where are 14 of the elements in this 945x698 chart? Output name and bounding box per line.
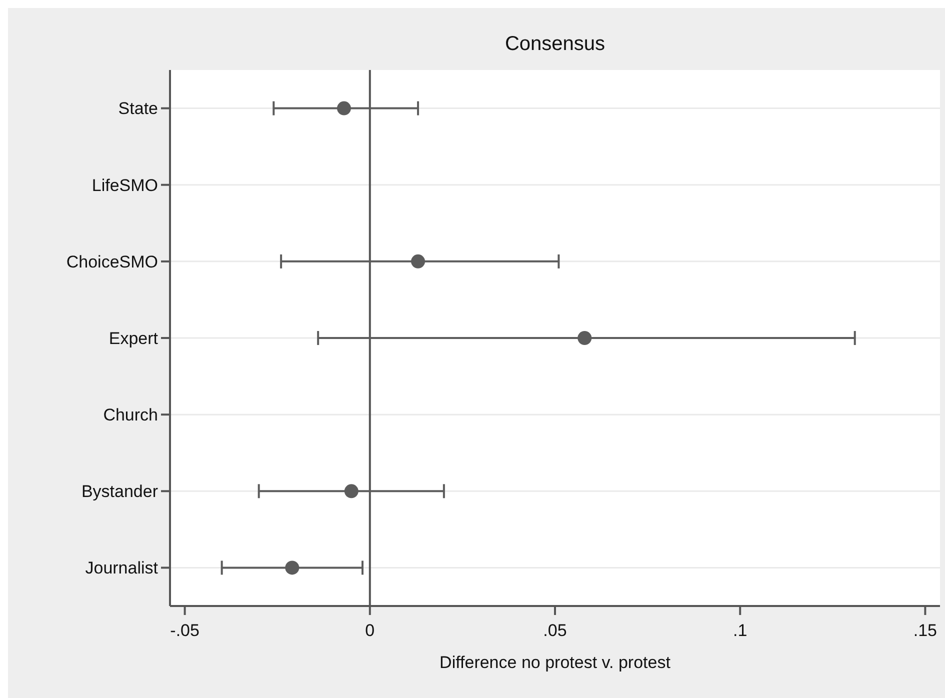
x-tick-label: .05 xyxy=(543,621,567,640)
y-tick-label: Bystander xyxy=(81,482,158,502)
y-tick-label: State xyxy=(118,99,158,118)
chart-title: Consensus xyxy=(504,33,606,55)
x-tick-label: .1 xyxy=(733,621,748,640)
x-tick-label: .15 xyxy=(913,621,938,640)
y-tick-label: Church xyxy=(103,406,158,425)
x-axis-title: Difference no protest v. protest xyxy=(440,653,671,672)
y-tick-label: ChoiceSMO xyxy=(66,252,158,272)
y-tick-label: Expert xyxy=(108,328,158,348)
x-tick-label: 0 xyxy=(365,621,375,640)
y-tick-label: Journalist xyxy=(85,558,158,578)
y-tick-label: LifeSMO xyxy=(92,176,158,195)
x-tick-label: -.05 xyxy=(170,621,200,640)
